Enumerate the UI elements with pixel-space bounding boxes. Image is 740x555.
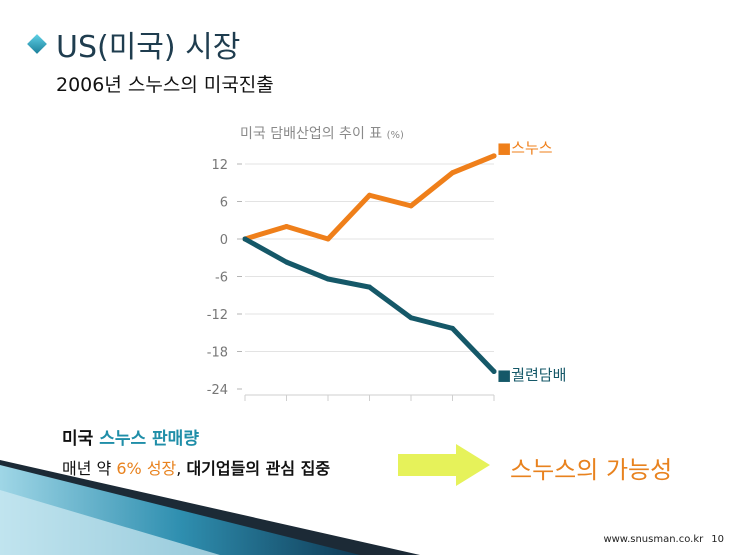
- data-point: [450, 170, 455, 176]
- footer-site: www.snusman.co.kr: [603, 534, 704, 545]
- y-tick-label: -18: [207, 346, 228, 361]
- decorative-wedge: [0, 460, 420, 555]
- growth-text-2: ,: [176, 459, 187, 478]
- right-arrow-icon: [398, 444, 490, 486]
- y-tick-label: 12: [211, 158, 228, 173]
- chart-title-unit: (%): [387, 130, 404, 141]
- y-tick-label: -24: [207, 383, 228, 398]
- data-point: [408, 315, 414, 321]
- growth-rate: 6% 성장: [116, 459, 177, 478]
- data-point: [367, 192, 372, 198]
- growth-text-1: 매년 약: [62, 459, 117, 478]
- slide-subtitle: 2006년 스누스의 미국진출: [56, 74, 274, 96]
- data-point: [491, 369, 497, 374]
- data-point: [242, 236, 248, 242]
- y-tick-label: -6: [215, 271, 228, 286]
- bottom-heading-prefix: 미국: [62, 429, 100, 449]
- result-text: 스누스의 가능성: [510, 456, 673, 484]
- data-point: [408, 203, 414, 209]
- chart-title: 미국 담배산업의 추이 표 (%): [240, 126, 404, 142]
- growth-text-bold: 대기업들의 관심 집중: [186, 459, 331, 478]
- y-tick-label: 0: [220, 233, 228, 248]
- data-point: [450, 325, 455, 331]
- bottom-heading: 미국 스누스 판매량: [62, 424, 199, 449]
- y-tick-label: 6: [220, 196, 228, 211]
- chart-title-text: 미국 담배산업의 추이 표: [240, 126, 387, 142]
- data-point: [491, 153, 497, 159]
- data-point: [367, 284, 372, 290]
- slide-title: US(미국) 시장: [56, 30, 241, 65]
- data-point: [325, 236, 331, 242]
- y-tick-label: -12: [207, 308, 228, 323]
- data-point: [284, 224, 289, 229]
- line-chart: 미국 담배산업의 추이 표 (%) 12 6 0 -6 -12 -18 -24 ■스누스 ■궐련담…: [207, 126, 566, 401]
- page-number: 10: [711, 534, 724, 545]
- footer: www.snusman.co.kr 10: [603, 534, 724, 545]
- legend-label-1: ■스누스: [497, 139, 553, 157]
- legend-label-2: ■궐련담배: [497, 366, 566, 384]
- growth-statement: 매년 약 6% 성장, 대기업들의 관심 집중: [62, 455, 330, 479]
- data-point: [284, 259, 289, 265]
- bottom-heading-accent: 스누스 판매량: [99, 429, 199, 449]
- data-point: [325, 276, 331, 282]
- title-row: US(미국) 시장: [27, 22, 241, 66]
